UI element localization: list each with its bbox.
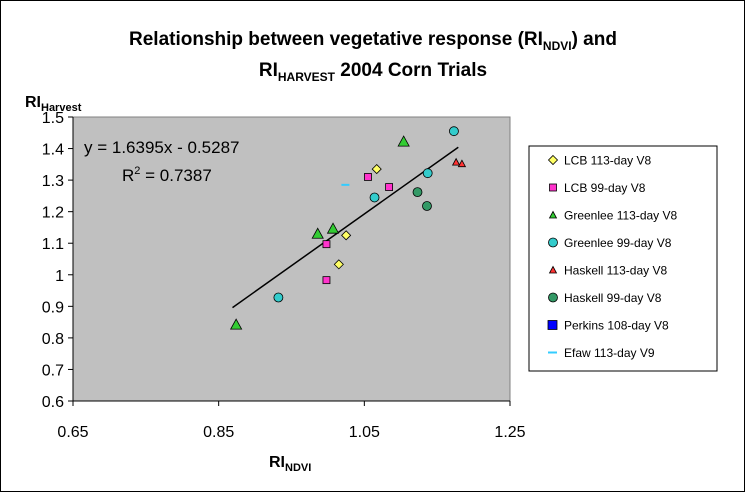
data-point (273, 292, 284, 303)
data-point (322, 276, 331, 285)
data-point (229, 318, 243, 330)
legend-marker (547, 320, 558, 330)
legend-label: Haskell 99-day V8 (564, 291, 662, 305)
data-point (341, 230, 352, 241)
legend-label: Efaw 113-day V9 (564, 346, 655, 360)
data-point (385, 183, 393, 191)
trendline-equation: y = 1.6395x - 0.5287 (84, 138, 239, 157)
y-tick-label: 1.3 (42, 173, 64, 190)
legend-marker (547, 154, 559, 166)
y-tick-label: 0.9 (42, 299, 64, 316)
chart-title-line1: Relationship between vegetative response… (129, 29, 617, 53)
legend-label: LCB 113-day V8 (564, 154, 651, 168)
legend (528, 145, 718, 372)
data-point (371, 164, 382, 175)
data-point (333, 259, 344, 270)
x-tick-label: 1.25 (494, 424, 525, 441)
data-point (322, 240, 331, 249)
legend-marker (548, 237, 558, 248)
y-axis: 0.6 0.7 0.8 0.9 1 1.1 1.2 1.3 1.4 1.5 (42, 110, 74, 411)
legend-marker (548, 265, 558, 274)
data-point (397, 135, 410, 147)
legend-marker (548, 210, 558, 219)
y-tick-label: 0.8 (42, 331, 64, 348)
data-point (326, 222, 340, 234)
legend-label: Perkins 108-day V8 (564, 319, 669, 333)
x-tick-label: 0.65 (57, 424, 88, 441)
x-axis: 0.65 0.85 1.05 1.25 (57, 400, 526, 441)
data-point (369, 192, 380, 203)
y-tick-label: 1 (55, 268, 64, 285)
data-points (229, 126, 467, 330)
legend-label: Greenlee 113-day V8 (564, 209, 678, 223)
y-tick-label: 0.6 (42, 394, 64, 411)
y-tick-label: 1.1 (42, 236, 64, 253)
y-axis-label: RIHarvest (25, 94, 82, 114)
data-point (422, 201, 432, 211)
legend-items: LCB 113-day V8 LCB 99-day V8 Greenlee 113-… (547, 154, 678, 360)
chart-title-line2: RIHARVEST 2004 Corn Trials (259, 60, 487, 84)
y-tick-label: 1.4 (42, 142, 64, 159)
legend-marker (548, 292, 558, 303)
y-tick-label: 0.7 (42, 362, 64, 379)
x-tick-label: 1.05 (349, 424, 380, 441)
data-point (457, 159, 467, 168)
trendline (232, 146, 459, 309)
legend-label: Haskell 113-day V8 (564, 264, 667, 278)
r-squared-label: R2 = 0.7387 (122, 165, 212, 185)
data-point (422, 168, 433, 179)
plot-area (72, 116, 511, 402)
data-point (364, 173, 372, 181)
y-tick-label: 1.5 (42, 110, 64, 127)
data-point (449, 126, 459, 137)
legend-label: LCB 99-day V8 (564, 181, 646, 195)
legend-label: Greenlee 99-day V8 (564, 236, 672, 250)
data-point (311, 227, 324, 239)
data-point (451, 157, 461, 166)
x-axis-label: RINDVI (269, 454, 311, 474)
data-point (412, 187, 423, 198)
y-tick-label: 1.2 (42, 205, 64, 222)
legend-marker (549, 183, 557, 192)
x-tick-label: 0.85 (203, 424, 234, 441)
